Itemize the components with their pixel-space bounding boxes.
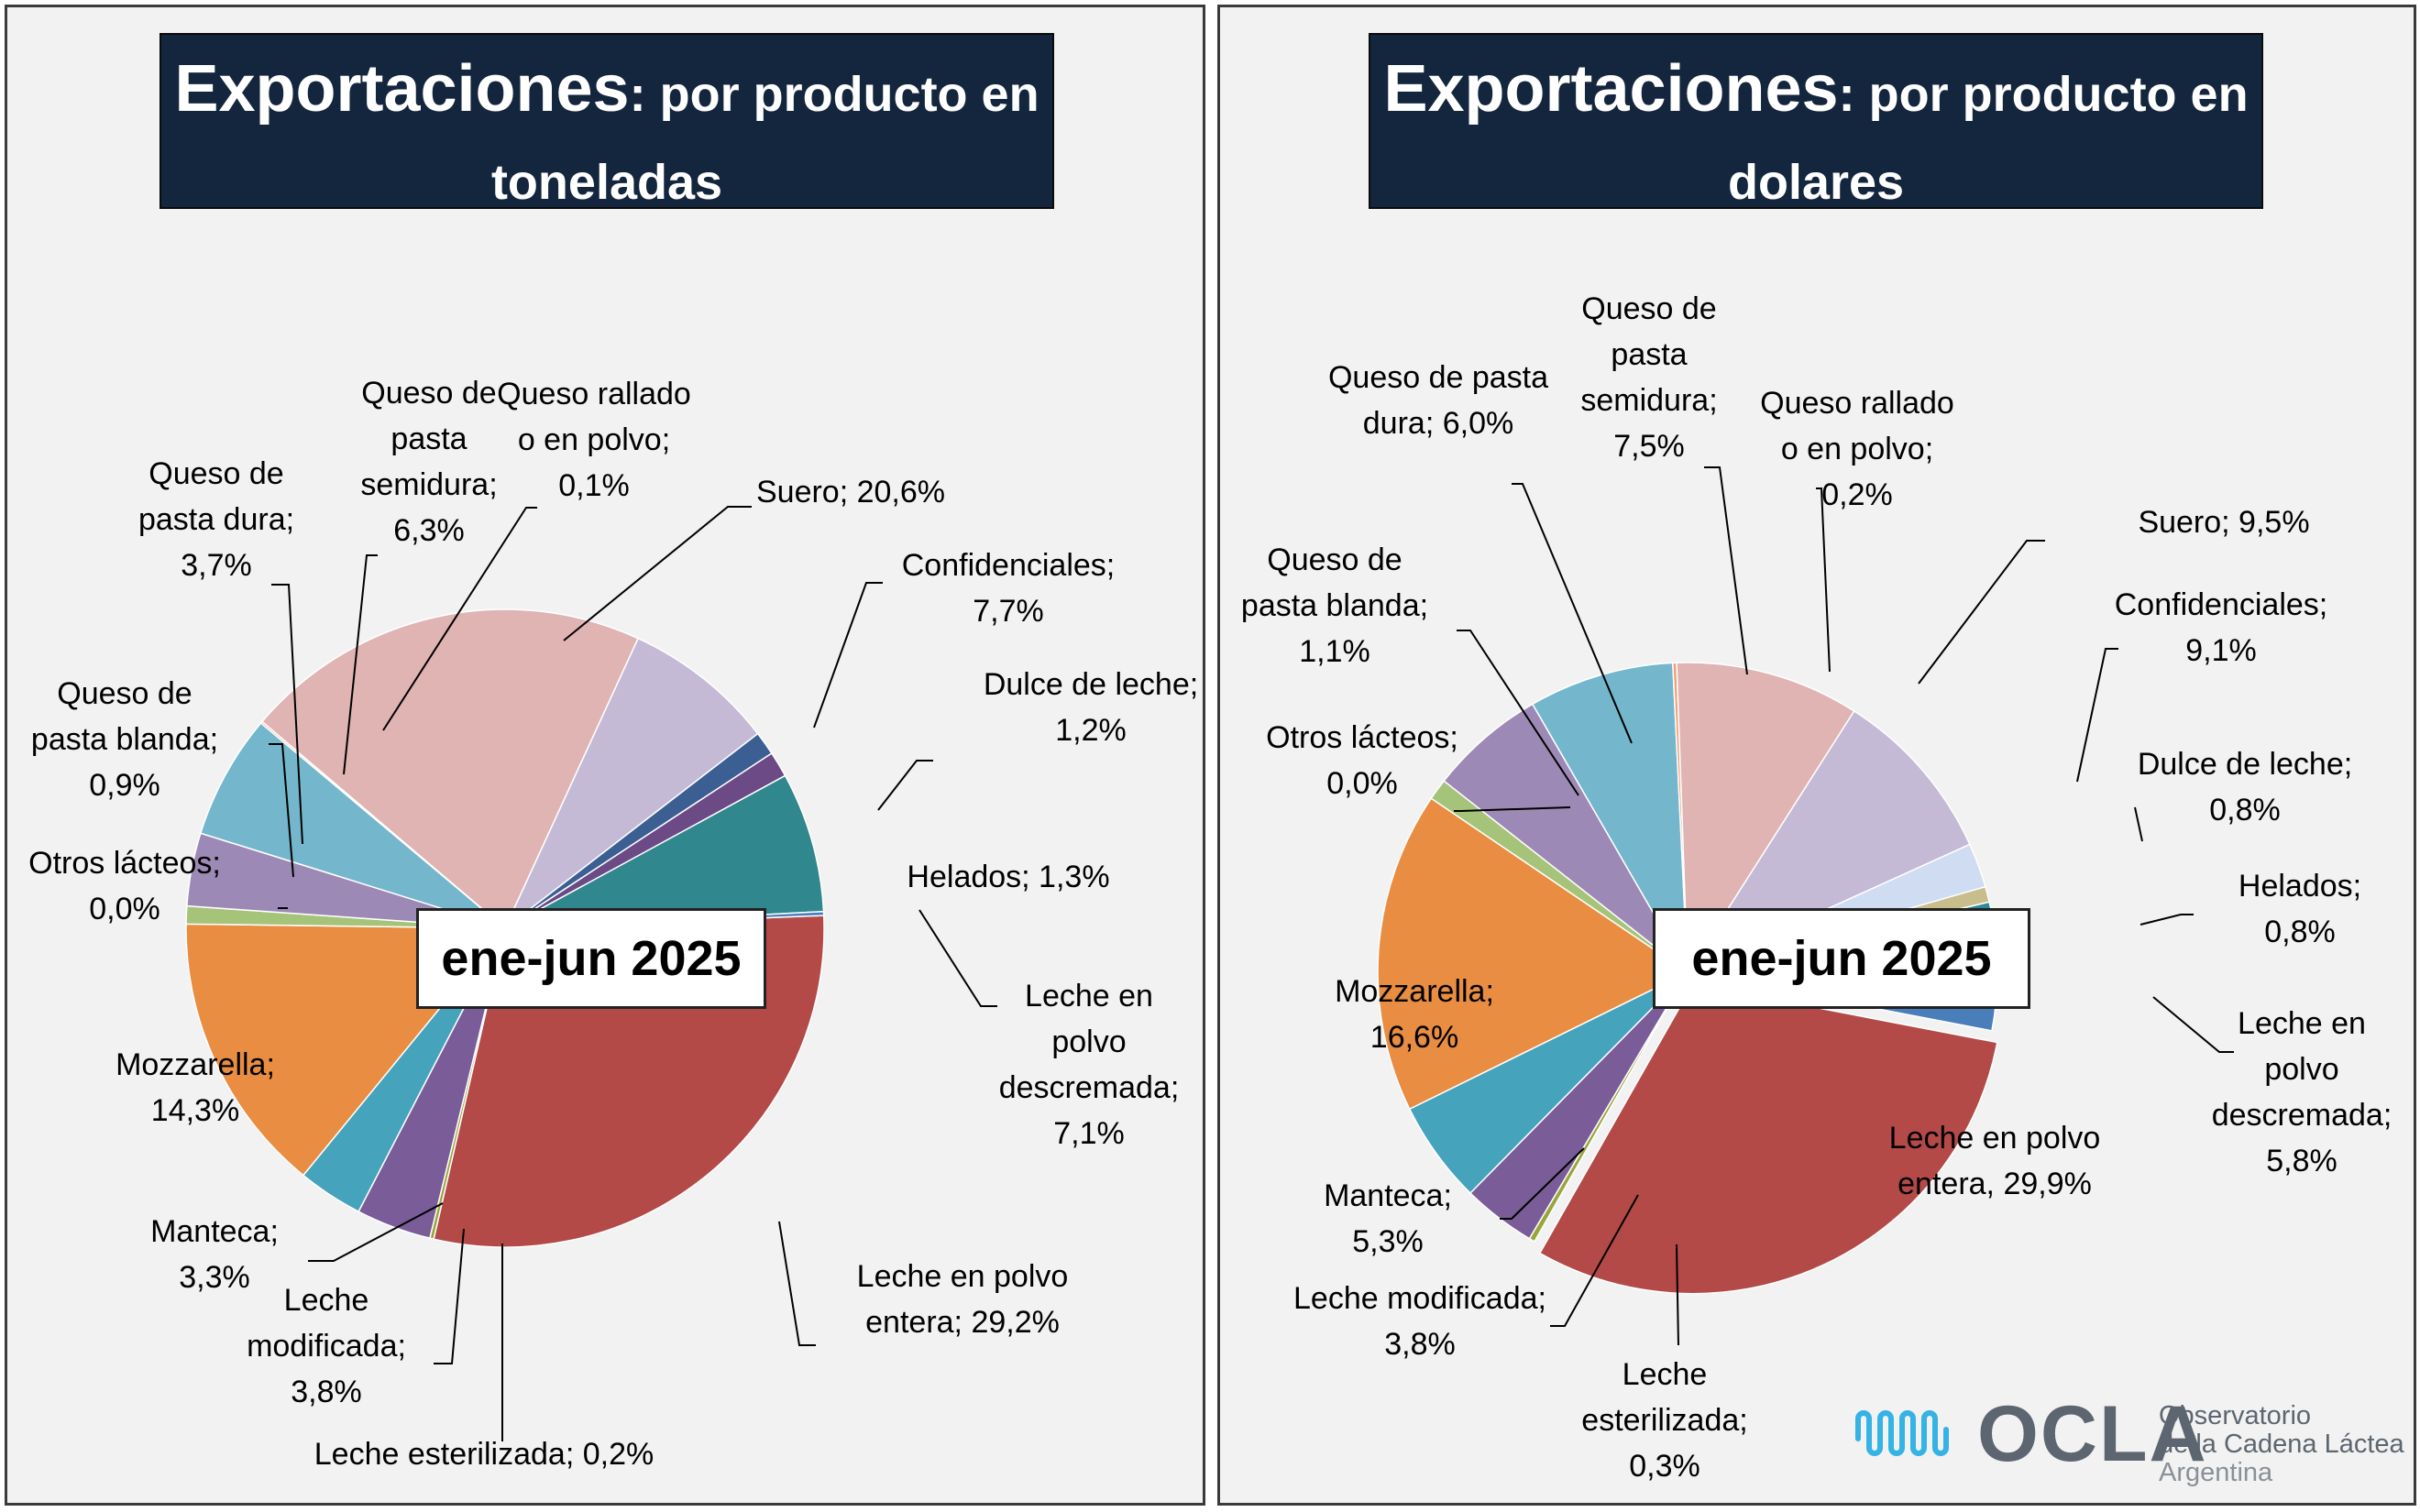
chart-panel-dollars: Queso de pasta semidura; 7,5% Queso rallado o… xyxy=(1217,5,2416,1506)
tons-leader-suero xyxy=(563,506,752,641)
usd-label-dura: Queso de pasta dura; 6,0% xyxy=(1328,360,1548,441)
ocla-logo-line3: Argentina xyxy=(2159,1458,2273,1487)
usd-label-blanda: Queso de pasta blanda; 1,1% xyxy=(1241,542,1428,669)
chart-title-tons: Exportaciones: por producto en toneladas xyxy=(160,33,1054,210)
tons-label-blanda: Queso de pasta blanda; 0,9% xyxy=(31,676,218,803)
usd-leader-dulce xyxy=(2134,806,2143,842)
usd-leader-confidenciales xyxy=(2076,648,2118,783)
usd-label-mozzarella: Mozzarella; 16,6% xyxy=(1335,974,1494,1055)
tons-label-lpe: Leche en polvo entera; 29,2% xyxy=(857,1259,1069,1340)
usd-label-semidura: Queso de pasta semidura; 7,5% xyxy=(1580,291,1717,464)
chart-title-dollars: Exportaciones: por producto en dolares xyxy=(1369,33,2263,210)
usd-label-otros: Otros lácteos; 0,0% xyxy=(1266,720,1458,801)
usd-leader-helados xyxy=(2140,914,2194,926)
tons-label-esterilizada: Leche esterilizada; 0,2% xyxy=(314,1437,654,1472)
usd-leader-blanda xyxy=(1457,630,1579,796)
tons-slice-confidenciales-11 xyxy=(504,637,759,929)
tons-label-manteca: Manteca; 3,3% xyxy=(150,1214,279,1295)
ocla-logo: OCLA Observatorio de la Cadena Láctea Ar… xyxy=(1853,1390,2404,1494)
pie-chart-tons: Suero; 20,6% Confidenciales; 7,7% Dulce de … xyxy=(28,376,1198,1472)
tons-label-semidura: Queso de pasta semidura; 6,3% xyxy=(360,376,497,548)
tons-label-dura: Queso de pasta dura; 3,7% xyxy=(138,456,294,583)
ocla-wave-icon xyxy=(1855,1410,1949,1456)
title-rest-tons: : por producto en xyxy=(629,67,1040,122)
tons-slice-suero-10 xyxy=(260,608,640,930)
tons-label-otros: Otros lácteos; 0,0% xyxy=(28,846,221,926)
tons-leader-lpe xyxy=(778,1221,816,1346)
tons-leader-semidura xyxy=(343,554,378,775)
tons-label-modificada: Leche modificada; 3,8% xyxy=(247,1283,406,1409)
title-main-dollars: Exportaciones xyxy=(1383,52,1839,126)
ocla-logo-line1: Observatorio xyxy=(2159,1401,2312,1430)
title-line2-tons: toneladas xyxy=(490,155,723,210)
usd-label-lpe: Leche en polvo entera, 29,9% xyxy=(1889,1121,2101,1201)
usd-label-lpd: Leche en polvo descremada; 5,8% xyxy=(2212,1006,2392,1178)
ocla-logo-line2: de la Cadena Láctea xyxy=(2159,1430,2404,1459)
usd-label-suero: Suero; 9,5% xyxy=(2138,505,2309,540)
usd-leader-lpd xyxy=(2152,996,2234,1053)
usd-label-rallado: Queso rallado o en polvo; 0,2% xyxy=(1760,386,1954,512)
usd-label-helados: Helados; 0,8% xyxy=(2238,869,2361,949)
tons-label-suero: Suero; 20,6% xyxy=(756,475,945,509)
usd-slice-queso-de-pasta-dura-7 xyxy=(1443,703,1688,973)
usd-leader-otros xyxy=(1454,806,1571,812)
usd-leader-semidura xyxy=(1704,466,1748,675)
ocla-logo-subtitle: Observatorio de la Cadena Láctea Argenti… xyxy=(2159,1402,2404,1487)
tons-leader-modificada xyxy=(434,1228,465,1364)
usd-leader-rallado xyxy=(1816,488,1831,673)
tons-leader-rallado xyxy=(382,507,537,731)
tons-leader-manteca xyxy=(308,1202,444,1262)
tons-slice-leche-en-polvo-descremada-14 xyxy=(504,774,825,929)
usd-slice-mozzarella-4 xyxy=(1377,797,1689,1111)
tons-leader-dura xyxy=(271,584,303,845)
usd-slice-queso-de-pasta-semidura-8 xyxy=(1531,662,1688,973)
tons-label-helados: Helados; 1,3% xyxy=(907,860,1109,894)
usd-leader-modificada xyxy=(1550,1194,1639,1327)
usd-label-confidenciales: Confidenciales; 9,1% xyxy=(2115,587,2327,668)
usd-slice-leche-en-polvo-entera-0 xyxy=(1538,982,1998,1295)
usd-label-dulce: Dulce de leche; 0,8% xyxy=(2138,747,2352,827)
usd-slice-confidenciales-11 xyxy=(1686,709,1971,974)
period-label-dollars: ene-jun 2025 xyxy=(1653,908,2030,1009)
usd-leader-manteca xyxy=(1500,1147,1585,1220)
tons-leader-confidenciales xyxy=(813,582,883,729)
tons-leader-lpd xyxy=(918,909,997,1007)
tons-label-rallado: Queso rallado o en polvo; 0,1% xyxy=(497,377,691,503)
tons-label-confidenciales: Confidenciales; 7,7% xyxy=(902,548,1115,629)
tons-slice-queso-de-pasta-semidura-8 xyxy=(199,722,506,929)
usd-leader-dura xyxy=(1512,483,1633,744)
title-line2-dollars: dolares xyxy=(1727,155,1905,210)
usd-slice-suero-10 xyxy=(1676,662,1855,975)
chart-panel-tons: Suero; 20,6% Confidenciales; 7,7% Dulce de … xyxy=(5,5,1205,1506)
usd-leader-suero xyxy=(1918,540,2045,685)
title-rest-dollars: : por producto en xyxy=(1838,67,2249,122)
tons-leader-blanda xyxy=(269,743,294,878)
tons-label-lpd: Leche en polvo descremada; 7,1% xyxy=(999,979,1180,1151)
tons-label-dulce: Dulce de leche; 1,2% xyxy=(984,667,1198,748)
period-label-tons: ene-jun 2025 xyxy=(416,908,766,1009)
title-main-tons: Exportaciones xyxy=(174,52,630,126)
usd-label-esterilizada: Leche esterilizada; 0,3% xyxy=(1581,1357,1747,1484)
usd-label-modificada: Leche modificada; 3,8% xyxy=(1293,1281,1546,1362)
tons-label-mozzarella: Mozzarella; 14,3% xyxy=(116,1047,275,1128)
usd-leader-esterilizada xyxy=(1676,1244,1679,1346)
usd-label-manteca: Manteca; 5,3% xyxy=(1324,1178,1452,1259)
ocla-logo-text: OCLA xyxy=(1977,1390,2208,1478)
tons-leader-dulce xyxy=(877,760,933,811)
